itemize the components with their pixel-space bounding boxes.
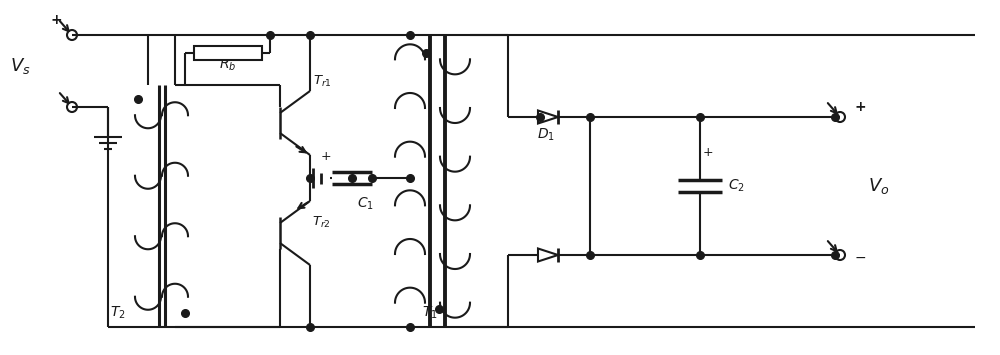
Text: $C_1$: $C_1$ (357, 196, 374, 212)
Text: $T_{r1}$: $T_{r1}$ (313, 74, 332, 89)
Text: $D_1$: $D_1$ (537, 127, 555, 143)
Text: $T_{r2}$: $T_{r2}$ (312, 215, 331, 230)
Text: $T_1$: $T_1$ (422, 305, 438, 321)
Polygon shape (538, 248, 558, 262)
Text: $R_b$: $R_b$ (219, 57, 236, 73)
Text: $-$: $-$ (854, 250, 866, 264)
Polygon shape (538, 110, 558, 124)
Text: $V_s$: $V_s$ (10, 56, 30, 76)
Text: $T_2$: $T_2$ (110, 305, 126, 321)
Text: +: + (321, 150, 331, 163)
Bar (194, 46, 262, 60)
Text: +: + (854, 100, 866, 114)
Text: $C_2$: $C_2$ (728, 178, 745, 194)
Text: +: + (703, 146, 713, 159)
Text: $V_o$: $V_o$ (868, 176, 889, 196)
Text: +: + (50, 13, 62, 27)
